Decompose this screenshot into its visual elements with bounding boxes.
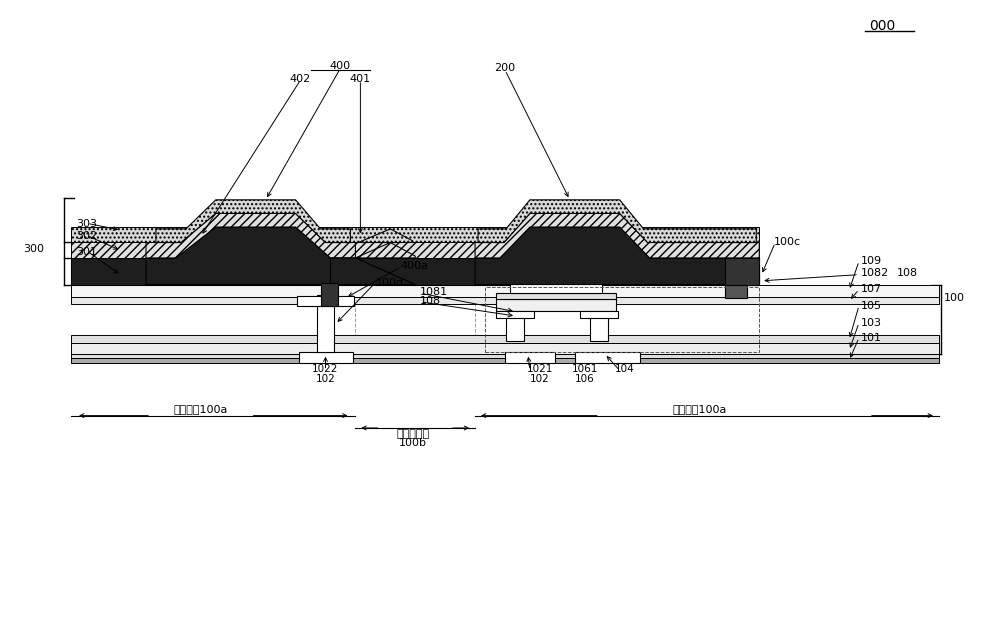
Bar bbox=[71, 297, 939, 304]
Polygon shape bbox=[146, 227, 355, 284]
Bar bbox=[71, 335, 939, 343]
Bar bbox=[496, 310, 534, 318]
Bar bbox=[496, 293, 616, 299]
Text: 100b: 100b bbox=[399, 438, 427, 448]
Text: 300: 300 bbox=[23, 243, 44, 253]
Bar bbox=[590, 317, 608, 342]
Bar bbox=[506, 317, 524, 342]
Text: 108: 108 bbox=[897, 268, 918, 278]
Bar bbox=[320, 283, 338, 306]
Text: 103: 103 bbox=[861, 318, 882, 328]
Bar bbox=[580, 310, 618, 318]
Text: 301: 301 bbox=[76, 247, 97, 256]
Text: 1061: 1061 bbox=[572, 365, 598, 374]
Text: 402: 402 bbox=[290, 74, 311, 84]
Bar bbox=[485, 287, 759, 352]
Text: 104: 104 bbox=[615, 365, 635, 374]
Text: 像素区域100a: 像素区域100a bbox=[174, 404, 228, 414]
Text: 1082: 1082 bbox=[861, 268, 889, 278]
Bar bbox=[71, 227, 759, 242]
Bar bbox=[713, 272, 759, 281]
Polygon shape bbox=[330, 258, 415, 284]
Bar bbox=[299, 352, 353, 363]
Text: 106: 106 bbox=[575, 373, 595, 384]
Polygon shape bbox=[146, 214, 355, 258]
Bar bbox=[505, 352, 555, 363]
Polygon shape bbox=[355, 242, 415, 258]
Text: 100d: 100d bbox=[375, 278, 403, 288]
Bar bbox=[297, 296, 354, 306]
Text: 000: 000 bbox=[869, 19, 895, 33]
Text: 400: 400 bbox=[330, 61, 351, 71]
Text: 200: 200 bbox=[494, 63, 516, 73]
Text: 105: 105 bbox=[861, 301, 882, 310]
Bar bbox=[725, 279, 747, 298]
Text: 109: 109 bbox=[861, 256, 882, 266]
Bar bbox=[510, 279, 602, 293]
Bar bbox=[575, 352, 640, 363]
Text: 400a: 400a bbox=[400, 261, 428, 271]
Polygon shape bbox=[358, 229, 412, 242]
Polygon shape bbox=[475, 214, 759, 258]
Text: 1081: 1081 bbox=[420, 287, 448, 297]
Bar bbox=[317, 295, 334, 352]
Bar bbox=[71, 358, 939, 363]
Bar bbox=[725, 258, 759, 284]
Text: 303: 303 bbox=[76, 219, 97, 229]
Polygon shape bbox=[156, 200, 350, 242]
Polygon shape bbox=[478, 200, 756, 242]
Text: 108: 108 bbox=[420, 296, 441, 306]
Text: 像素区域100a: 像素区域100a bbox=[672, 404, 727, 414]
Text: 非像素区域: 非像素区域 bbox=[397, 429, 430, 439]
Text: 100: 100 bbox=[944, 293, 965, 303]
Bar bbox=[71, 242, 759, 258]
Text: 401: 401 bbox=[350, 74, 371, 84]
Bar bbox=[71, 258, 759, 284]
Text: 302: 302 bbox=[76, 231, 97, 242]
Text: 1021: 1021 bbox=[527, 365, 553, 374]
Text: 102: 102 bbox=[316, 373, 335, 384]
Text: 107: 107 bbox=[861, 284, 882, 294]
Bar bbox=[71, 284, 939, 297]
Bar bbox=[71, 354, 939, 358]
Text: 102: 102 bbox=[530, 373, 550, 384]
Text: 101: 101 bbox=[861, 333, 882, 343]
Text: 100c: 100c bbox=[774, 237, 801, 248]
Bar bbox=[496, 299, 616, 310]
Bar bbox=[71, 343, 939, 354]
Text: 1022: 1022 bbox=[312, 365, 339, 374]
Polygon shape bbox=[475, 227, 759, 284]
